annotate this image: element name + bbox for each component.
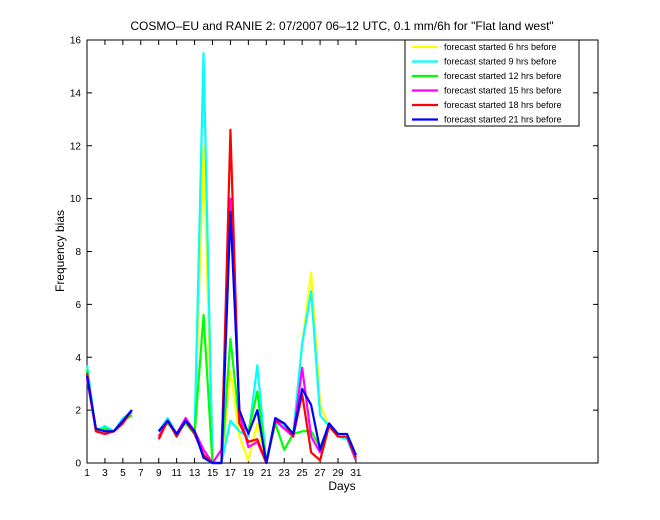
x-tick-label: 13 bbox=[189, 468, 201, 479]
x-axis-title: Days bbox=[328, 479, 355, 493]
x-tick-label: 25 bbox=[297, 468, 309, 479]
y-tick-label: 16 bbox=[70, 36, 82, 47]
legend-box bbox=[404, 39, 580, 127]
x-tick-label: 21 bbox=[261, 468, 273, 479]
x-tick-label: 3 bbox=[102, 468, 108, 479]
chart-title: COSMO–EU and RANIE 2: 07/2007 06–12 UTC,… bbox=[130, 19, 553, 33]
y-tick-label: 14 bbox=[70, 88, 82, 99]
x-tick-label: 27 bbox=[315, 468, 327, 479]
legend-label: forecast started 21 hrs before bbox=[444, 115, 562, 125]
x-tick-label: 29 bbox=[332, 468, 344, 479]
x-tick-label: 19 bbox=[243, 468, 255, 479]
legend-label: forecast started 12 hrs before bbox=[444, 71, 562, 81]
series-lines bbox=[85, 52, 357, 465]
legend-label: forecast started 6 hrs before bbox=[444, 42, 557, 52]
series-line-6 bbox=[85, 210, 357, 465]
y-tick-label: 4 bbox=[75, 353, 81, 364]
legend-label: forecast started 15 hrs before bbox=[444, 86, 562, 96]
y-tick-label: 6 bbox=[75, 300, 81, 311]
x-tick-label: 23 bbox=[279, 468, 291, 479]
y-tick-label: 12 bbox=[70, 141, 82, 152]
x-tick-label: 17 bbox=[225, 468, 237, 479]
y-tick-label: 0 bbox=[75, 459, 81, 470]
x-tick-label: 5 bbox=[120, 468, 126, 479]
x-tick-label: 15 bbox=[207, 468, 219, 479]
x-tick-label: 9 bbox=[156, 468, 162, 479]
y-tick-label: 10 bbox=[70, 194, 82, 205]
y-tick-label: 2 bbox=[75, 406, 81, 417]
x-tick-label: 11 bbox=[171, 468, 182, 479]
legend-label: forecast started 18 hrs before bbox=[444, 100, 562, 110]
legend-label: forecast started 9 hrs before bbox=[444, 57, 557, 67]
legend: forecast started 6 hrs before forecast st… bbox=[404, 39, 580, 127]
x-tick-label: 7 bbox=[138, 468, 144, 479]
x-tick-label: 31 bbox=[350, 468, 362, 479]
y-axis-title: Frequency bias bbox=[53, 210, 67, 292]
y-tick-label: 8 bbox=[75, 247, 81, 258]
x-tick-label: 1 bbox=[84, 468, 90, 479]
